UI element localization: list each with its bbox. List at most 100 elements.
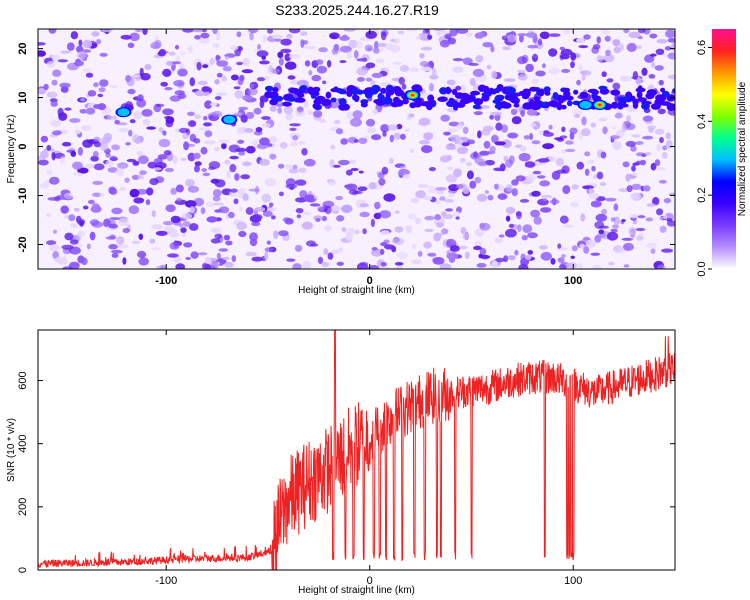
heatmap-cell (221, 256, 231, 260)
heatmap-cell (273, 230, 279, 239)
heatmap-cell (561, 149, 566, 154)
heatmap-cell (446, 79, 456, 86)
heatmap-x-tick-label: -100 (155, 275, 177, 287)
heatmap-cell (175, 55, 181, 62)
heatmap-cell (495, 122, 503, 131)
heatmap-cell (296, 79, 309, 86)
heatmap-cell (300, 39, 305, 48)
heatmap-band-cell (321, 98, 332, 106)
heatmap-cell (479, 247, 487, 256)
heatmap-cell (118, 127, 130, 133)
heatmap-cell (286, 33, 293, 39)
heatmap-cell (517, 73, 528, 81)
heatmap-cell (157, 51, 164, 56)
heatmap-cell (435, 222, 444, 228)
line-y-tick-label: 0 (17, 567, 29, 573)
heatmap-cell (136, 174, 144, 180)
heatmap-cell (237, 127, 247, 135)
heatmap-band-cell (672, 88, 675, 93)
heatmap-cell (494, 183, 499, 190)
heatmap-cell (210, 228, 219, 233)
heatmap-cell (85, 72, 94, 78)
heatmap-cell (421, 145, 433, 154)
heatmap-cell (656, 143, 662, 152)
heatmap-cell (645, 217, 654, 222)
heatmap-cell (151, 224, 163, 230)
heatmap-cell (474, 228, 484, 237)
heatmap-cell (520, 253, 526, 261)
chart-title: S233.2025.244.16.27.R19 (0, 2, 714, 20)
heatmap-cell (215, 92, 227, 96)
heatmap-cell (256, 50, 269, 58)
heatmap-band-cell (505, 86, 516, 95)
heatmap-band-cell (513, 92, 522, 97)
heatmap-cell (662, 145, 668, 151)
heatmap-cell (112, 115, 118, 120)
heatmap-cell (168, 51, 176, 56)
heatmap-cell (111, 144, 120, 151)
heatmap-cell (373, 47, 380, 54)
heatmap-cell (262, 34, 268, 44)
heatmap-cell (146, 126, 157, 130)
heatmap-cell (380, 262, 387, 267)
heatmap-cell (286, 258, 296, 262)
heatmap-cell (78, 39, 83, 47)
heatmap-cell (445, 208, 453, 212)
heatmap-cell (266, 240, 271, 245)
heatmap-cell (108, 186, 117, 195)
heatmap-cell (200, 32, 210, 39)
heatmap-cell (472, 83, 479, 91)
heatmap-cell (569, 127, 578, 135)
heatmap-cell (539, 245, 548, 250)
heatmap-cell (656, 264, 666, 269)
heatmap-cell (478, 253, 483, 259)
heatmap-cell (642, 135, 654, 140)
heatmap-band-cell (353, 95, 360, 103)
heatmap-cell (142, 118, 151, 126)
heatmap-cell (460, 227, 467, 235)
colorbar-tick-label: 0.0 (696, 261, 708, 276)
heatmap-cell (527, 232, 538, 239)
heatmap-cell (563, 224, 575, 228)
heatmap-band-cell (377, 92, 383, 101)
heatmap-cell (392, 132, 402, 140)
heatmap-cell (198, 127, 210, 131)
heatmap-cell (137, 250, 147, 259)
heatmap-y-tick-label: 20 (17, 42, 29, 54)
heatmap-cell (642, 115, 654, 123)
heatmap-cell (389, 158, 394, 164)
heatmap-cell (99, 52, 108, 57)
heatmap-cell (349, 117, 362, 127)
heatmap-cell (216, 252, 221, 260)
heatmap-cell (588, 192, 599, 200)
heatmap-cell (417, 250, 423, 257)
heatmap-cell (491, 260, 498, 269)
heatmap-cell (525, 254, 532, 261)
heatmap-cell (486, 64, 492, 70)
heatmap-cell (46, 144, 52, 151)
heatmap-cell (91, 192, 102, 198)
heatmap-cell (661, 248, 674, 253)
heatmap-cell (109, 234, 116, 240)
heatmap-cell (626, 42, 637, 52)
heatmap-cell (536, 175, 546, 179)
heatmap-cell (464, 251, 470, 259)
heatmap-cell (517, 56, 527, 65)
heatmap-cell (466, 162, 473, 167)
heatmap-cell (578, 64, 583, 71)
heatmap-cell (497, 193, 508, 200)
heatmap-cell (631, 172, 637, 177)
heatmap-cell (598, 229, 605, 235)
heatmap-cell (268, 64, 274, 73)
heatmap-cell (184, 200, 197, 208)
heatmap-cell (302, 260, 312, 269)
heatmap-cell (197, 80, 208, 86)
heatmap-cell (378, 178, 386, 186)
heatmap-cell (667, 74, 675, 80)
heatmap-cell (72, 172, 84, 176)
heatmap-cell (447, 128, 458, 133)
heatmap-cell (469, 180, 477, 189)
heatmap-cell (49, 244, 60, 252)
heatmap-cell (521, 235, 528, 241)
heatmap-cell (481, 129, 491, 136)
